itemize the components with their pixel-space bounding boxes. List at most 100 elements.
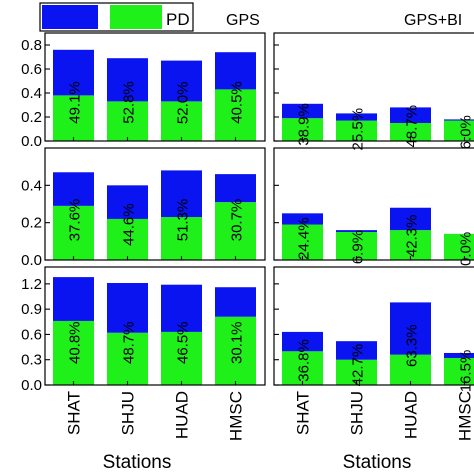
x-tick-label: SHJU <box>119 391 138 435</box>
panel-frame <box>273 32 474 142</box>
y-tick-label: 0.0 <box>21 377 42 394</box>
bar-rd <box>53 172 94 206</box>
data-label: 40.5% <box>229 81 246 124</box>
data-label: 40.8% <box>67 321 84 364</box>
bar-rd <box>107 185 148 219</box>
data-label: 42.3% <box>404 215 421 258</box>
bar-pd <box>161 331 202 385</box>
data-label: 48.7% <box>121 321 138 364</box>
data-label: 30.7% <box>229 199 246 242</box>
y-tick-label: 0.3 <box>21 352 42 369</box>
bar-rd <box>107 283 148 333</box>
bar-pd <box>390 123 431 141</box>
data-label: 25.5% <box>350 108 367 151</box>
x-tick-label: HMSC <box>227 391 246 441</box>
data-label: 0.0% <box>458 232 474 266</box>
bar-pd <box>444 358 474 385</box>
panel-frame <box>44 32 266 142</box>
bar-pd <box>282 224 323 260</box>
x-tick-label: SHAT <box>294 391 313 435</box>
x-tick-label: HMSC <box>456 391 474 441</box>
bar-pd <box>53 320 94 385</box>
legend-label-pd: PD <box>166 10 190 29</box>
bar-pd <box>336 359 377 385</box>
bar-rd <box>282 331 323 352</box>
panel-r0-c0: 49.1% 52.8% 52.0% 40.5% 0.0 0.2 0.4 0.6 0.8 <box>21 32 266 150</box>
bar-pd <box>107 332 148 385</box>
y-tick-label: 0.2 <box>21 109 42 126</box>
bar-rd <box>161 60 202 102</box>
bar-pd <box>215 202 256 260</box>
bar-rd <box>53 277 94 321</box>
data-label: 44.6% <box>121 203 138 246</box>
column-title-gps: GPS <box>226 12 260 29</box>
panel-frame <box>273 147 474 261</box>
y-tick-label: 0.6 <box>21 326 42 343</box>
bar-pd <box>53 95 94 141</box>
bar-rd <box>215 174 256 203</box>
data-label: 37.6% <box>67 199 84 242</box>
bar-pd <box>444 233 474 260</box>
x-tick-label: SHAT <box>65 391 84 435</box>
column-title-gps-bi: GPS+BI <box>404 12 462 29</box>
bar-pd <box>107 218 148 260</box>
bar-rd <box>215 52 256 90</box>
bar-rd <box>161 170 202 218</box>
data-label: 6.0% <box>458 115 474 149</box>
y-tick-label: 0.0 <box>21 133 42 150</box>
bar-rd <box>444 119 474 121</box>
bar-pd <box>215 316 256 385</box>
bar-rd <box>53 49 94 96</box>
x-axis-label-left: Stations <box>103 452 172 473</box>
x-tick-label: HUAD <box>173 391 192 439</box>
legend-swatch-pd <box>110 5 162 29</box>
bar-pd <box>53 205 94 260</box>
bar-rd <box>107 58 148 102</box>
bar-pd <box>390 230 431 260</box>
panel-frame <box>273 266 474 386</box>
bar-rd <box>336 230 377 232</box>
bar-pd <box>336 120 377 141</box>
bar-rd <box>336 113 377 121</box>
y-tick-label: 0.2 <box>21 215 42 232</box>
bar-rd <box>215 287 256 317</box>
panel-r1-c1: 24.4% 6.9% 42.3% 0.0% <box>273 147 474 266</box>
data-label: 48.7% <box>404 105 421 148</box>
panel-frame <box>44 147 266 261</box>
legend-swatch-rd <box>42 5 98 29</box>
bar-rd <box>282 103 323 119</box>
bar-pd <box>215 89 256 141</box>
data-label: 42.7% <box>350 344 367 387</box>
y-tick-label: 0.8 <box>21 37 42 54</box>
bar-rd <box>336 341 377 360</box>
panel-r2-c0: 40.8% SHAT 48.7% SHJU 46.5% HUAD 30.1% HMSC 0.0 0… <box>21 266 266 441</box>
bar-rd <box>282 213 323 225</box>
bar-rd <box>390 207 431 231</box>
panels: 49.1% 52.8% 52.0% 40.5% 0.0 0.2 0.4 0.6 0.8 38.9%… <box>21 32 474 441</box>
data-label: 36.8% <box>296 339 313 382</box>
y-tick-label: 1.2 <box>21 276 42 293</box>
bar-rd <box>390 302 431 355</box>
bar-pd <box>282 118 323 141</box>
data-label: 24.4% <box>296 217 313 260</box>
data-label: 52.0% <box>175 82 192 125</box>
x-axis-label-right: Stations <box>343 452 412 473</box>
data-label: 51.3% <box>175 199 192 242</box>
bar-pd <box>444 120 474 141</box>
y-tick-label: 0.0 <box>21 252 42 269</box>
x-tick-label: SHJU <box>348 391 367 435</box>
data-label: 38.9% <box>296 103 313 146</box>
bar-pd <box>282 351 323 385</box>
y-tick-label: 0.9 <box>21 301 42 318</box>
bar-pd <box>161 217 202 260</box>
bar-pd <box>161 101 202 141</box>
panel-r1-c0: 37.6% 44.6% 51.3% 30.7% 0.0 0.2 0.4 <box>21 147 266 269</box>
y-tick-label: 0.4 <box>21 85 42 102</box>
data-label: 52.8% <box>121 81 138 124</box>
data-label: 49.1% <box>67 81 84 124</box>
y-tick-label: 0.4 <box>21 177 42 194</box>
bar-pd <box>107 101 148 141</box>
panel-frame <box>44 266 266 386</box>
y-tick-label: 0.6 <box>21 61 42 78</box>
